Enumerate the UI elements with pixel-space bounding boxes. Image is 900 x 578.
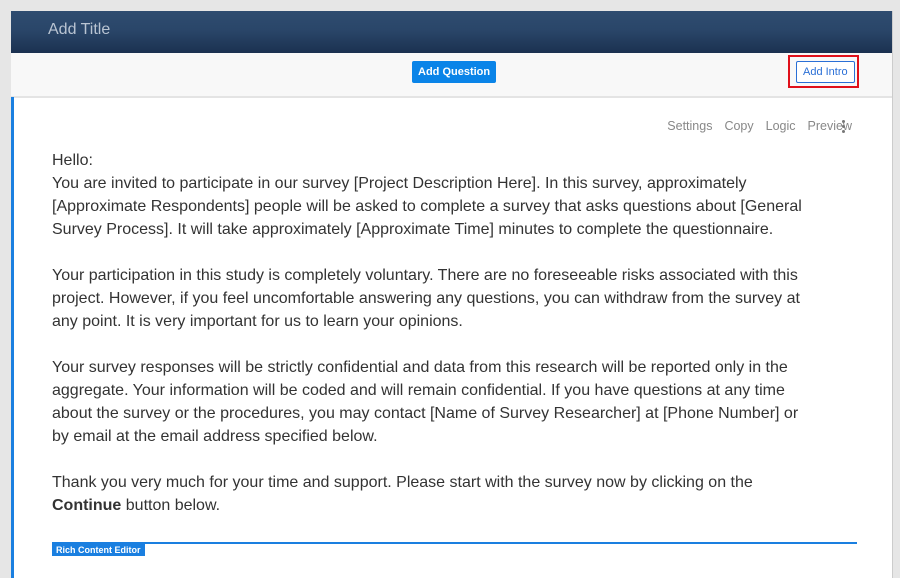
text-line: Your participation in this study is comp… — [52, 267, 798, 284]
text-line: Continue button below. — [52, 494, 802, 517]
paragraph-3: Your survey responses will be strictly c… — [52, 356, 802, 448]
paragraph-4: Thank you very much for your time and su… — [52, 471, 802, 517]
rich-content-editor-label: Rich Content Editor — [52, 544, 145, 556]
text-line: aggregate. Your information will be code… — [52, 382, 785, 399]
text-line: about the survey or the procedures, you … — [52, 405, 799, 422]
continue-bold: Continue — [52, 497, 122, 514]
text-line: any point. It is very important for us t… — [52, 313, 463, 330]
paragraph-2: Your participation in this study is comp… — [52, 264, 802, 333]
survey-panel: Add Title Add Question Add Intro Setting… — [11, 11, 893, 578]
text-line: [Approximate Respondents] people will be… — [52, 198, 802, 215]
editor-border — [52, 542, 857, 544]
text-rest: button below. — [121, 497, 221, 514]
paragraph-1: You are invited to participate in our su… — [52, 172, 802, 241]
intro-text[interactable]: Hello: You are invited to participate in… — [52, 149, 802, 517]
logic-link[interactable]: Logic — [765, 119, 796, 133]
add-question-button[interactable]: Add Question — [412, 61, 497, 83]
text-line: You are invited to participate in our su… — [52, 175, 747, 192]
toolbar: Add Question Add Intro — [11, 53, 892, 98]
survey-title[interactable]: Add Title — [48, 21, 111, 38]
highlight-box — [788, 55, 859, 88]
title-bar: Add Title — [11, 11, 892, 53]
more-options-icon[interactable] — [842, 120, 846, 135]
add-intro-button[interactable]: Add Intro — [796, 61, 855, 83]
block-actions: Settings Copy Logic Preview — [667, 119, 852, 133]
settings-link[interactable]: Settings — [667, 119, 713, 133]
greeting: Hello: — [52, 152, 93, 169]
preview-link[interactable]: Preview — [807, 119, 852, 133]
text-line: Your survey responses will be strictly c… — [52, 359, 788, 376]
copy-link[interactable]: Copy — [724, 119, 754, 133]
text-line: Survey Process]. It will take approximat… — [52, 221, 774, 238]
text-line: project. However, if you feel uncomforta… — [52, 290, 800, 307]
intro-block: Settings Copy Logic Preview Hello: You a… — [11, 97, 892, 578]
text-line: Thank you very much for your time and su… — [52, 474, 753, 491]
text-line: by email at the email address specified … — [52, 428, 378, 445]
